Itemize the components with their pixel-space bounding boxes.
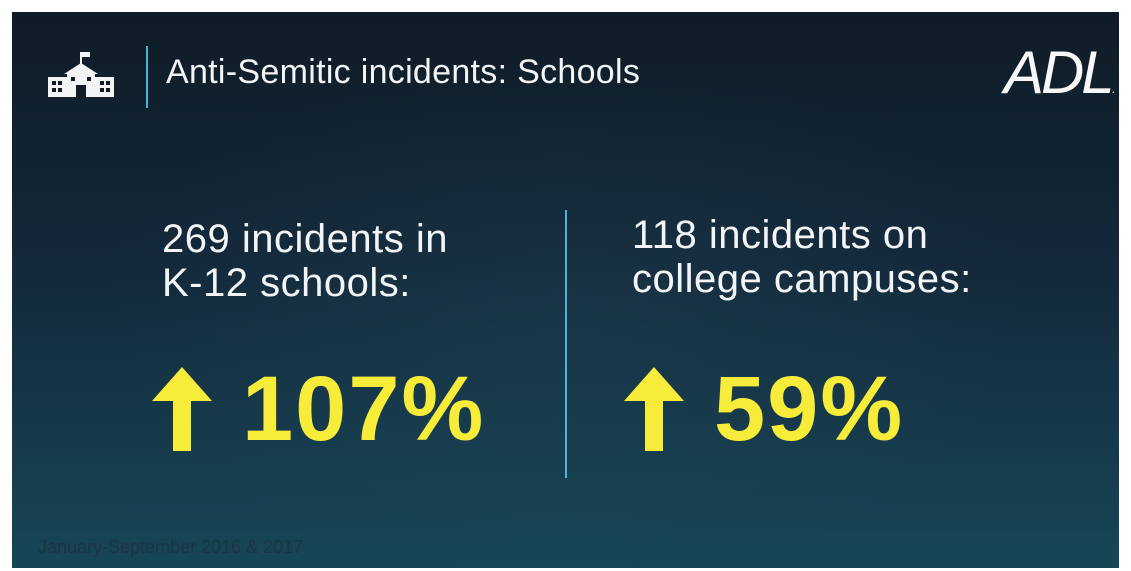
column-divider [565, 210, 567, 478]
college-label-line-1: 118 incidents on [632, 213, 929, 257]
k12-increase-value: 107% [242, 357, 486, 460]
page-title: Anti-Semitic incidents: Schools [166, 53, 641, 91]
up-arrow-icon [624, 367, 684, 451]
logo-text: ADL [1003, 39, 1115, 106]
college-label-line-2: college campuses: [632, 257, 972, 301]
date-range-footnote: January-September 2016 & 2017 [38, 537, 304, 557]
logo-mark: . [1111, 82, 1115, 96]
college-increase-value: 59% [714, 357, 905, 460]
k12-label-line-1: 269 incidents in [162, 217, 448, 261]
header-divider [146, 46, 148, 108]
adl-logo: ADL. [1004, 38, 1115, 107]
infographic-card: Anti-Semitic incidents: Schools ADL. 269… [12, 12, 1119, 568]
college-label: 118 incidents on college campuses: [632, 213, 972, 301]
college-increase: 59% [624, 358, 904, 460]
k12-increase: 107% [152, 358, 485, 460]
k12-label: 269 incidents in K-12 schools: [162, 217, 448, 305]
up-arrow-icon [152, 367, 212, 451]
school-building-icon [48, 52, 114, 97]
k12-label-line-2: K-12 schools: [162, 261, 411, 305]
